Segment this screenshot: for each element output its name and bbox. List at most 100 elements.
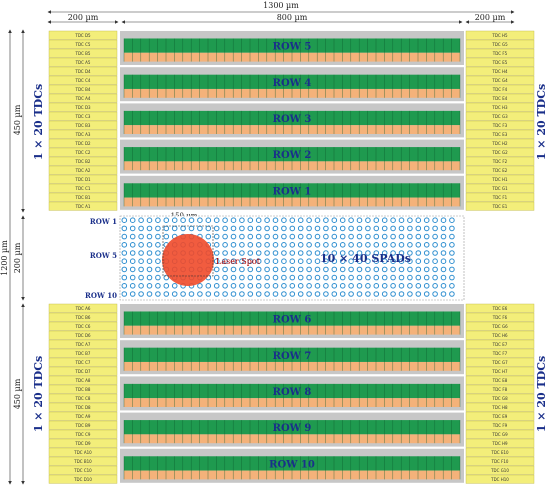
tdc-bottom-right-cell	[465, 357, 535, 367]
tdc-bottom-left-cell	[48, 456, 118, 466]
tdc-bottom-left-label: TDC A7	[75, 342, 91, 347]
tdc-top-right-label: TDC F2	[492, 159, 508, 164]
top-height-label: 450 µm	[13, 104, 22, 135]
spad-cell	[331, 217, 338, 223]
spad-cell	[306, 217, 312, 223]
spad-cell	[213, 250, 220, 256]
spad-cell	[398, 266, 405, 273]
tdc-bottom-left-cell	[48, 438, 118, 448]
total-height-label: 1200 µm	[0, 240, 9, 276]
spad-cell	[222, 233, 228, 240]
spad-cell	[306, 225, 312, 232]
spad-cell	[255, 258, 262, 265]
spad-cell	[449, 291, 455, 297]
tdc-top-left-label: TDC C2	[75, 150, 91, 155]
spad-cell	[272, 291, 279, 297]
spad-cell	[247, 291, 254, 297]
spad-cell	[381, 242, 388, 248]
tdc-top-right-cell	[465, 102, 535, 112]
tdc-bottom-left-cell	[48, 357, 118, 367]
spad-cell	[230, 242, 237, 248]
spad-cell	[314, 291, 321, 297]
tdc-bottom-right-label: TDC E6	[492, 306, 508, 311]
spad-cell	[314, 217, 321, 223]
spad-cell	[423, 291, 430, 297]
spad-cell	[381, 266, 388, 273]
spad-cell	[239, 258, 245, 265]
row-label: ROW 5	[273, 42, 312, 53]
spad-cell	[339, 258, 346, 265]
spad-cell	[356, 233, 363, 240]
spad-cell	[323, 233, 329, 240]
spad-cell	[323, 266, 329, 273]
tdc-bottom-right-cell	[465, 348, 535, 358]
tdc-bottom-right-cell	[465, 321, 535, 331]
spad-cell	[129, 242, 136, 248]
spad-cell	[163, 233, 170, 240]
spad-cell	[432, 291, 438, 297]
row-label: ROW 4	[273, 78, 312, 89]
spad-cell	[323, 242, 329, 248]
spad-cell	[121, 233, 128, 240]
tdc-bottom-right-label: TDC F9	[492, 423, 508, 428]
spad-cell	[239, 217, 245, 223]
spad-cell	[365, 283, 371, 289]
spad-cell	[222, 274, 228, 281]
spad-cell	[163, 274, 170, 281]
spad-cell	[449, 217, 455, 223]
tdc-top-right-cell	[465, 75, 535, 85]
spad-cell	[297, 217, 304, 223]
spad-cell	[247, 225, 254, 232]
spad-cell	[348, 225, 354, 232]
spad-cell	[163, 291, 170, 297]
spad-cell	[138, 266, 144, 273]
spad-cell	[407, 233, 413, 240]
spad-cell	[171, 283, 178, 289]
spad-cell	[297, 242, 304, 248]
row-label: ROW 2	[273, 150, 312, 161]
spad-cell	[146, 266, 153, 273]
spad-cell	[222, 242, 228, 248]
spad-cell	[356, 266, 363, 273]
tdc-top-left-label: TDC C4	[75, 78, 91, 83]
spad-cell	[281, 266, 287, 273]
spad-cell	[297, 283, 304, 289]
spad-cell	[440, 217, 447, 223]
spad-cell	[415, 233, 422, 240]
spad-cell	[373, 274, 380, 281]
spad-cell	[381, 233, 388, 240]
spad-cell	[323, 283, 329, 289]
spad-cell	[449, 225, 455, 232]
spad-cell	[449, 274, 455, 281]
tdc-top-left-label: TDC D4	[74, 69, 91, 74]
tdc-top-left-label: TDC B2	[75, 159, 91, 164]
tdc-top-left-cell	[48, 75, 118, 85]
spad-cell	[188, 217, 195, 223]
spad-cell	[205, 233, 212, 240]
spad-cell	[348, 250, 354, 256]
spad-cell	[255, 217, 262, 223]
spad-cell	[423, 274, 430, 281]
spad-cell	[138, 225, 144, 232]
spad-cell	[247, 266, 254, 273]
tdc-bottom-right-label: TDC E8	[492, 378, 508, 383]
tdc-top-right-cell	[465, 66, 535, 76]
spad-cell	[247, 217, 254, 223]
spad-cell	[306, 283, 312, 289]
spad-cell	[297, 225, 304, 232]
spad-cell	[289, 266, 296, 273]
spad-cell	[432, 250, 438, 256]
spad-cell	[289, 217, 296, 223]
spad-cell	[213, 291, 220, 297]
spad-cell	[449, 266, 455, 273]
spad-cell	[289, 233, 296, 240]
spad-cell	[348, 258, 354, 265]
tdc-top-left-cell	[48, 120, 118, 130]
row-label: ROW 1	[273, 186, 312, 197]
spad-cell	[432, 266, 438, 273]
tdc-top-right-cell	[465, 156, 535, 166]
spad-cell	[297, 266, 304, 273]
spad-cell	[255, 250, 262, 256]
tdc-bottom-right-cell	[465, 393, 535, 403]
